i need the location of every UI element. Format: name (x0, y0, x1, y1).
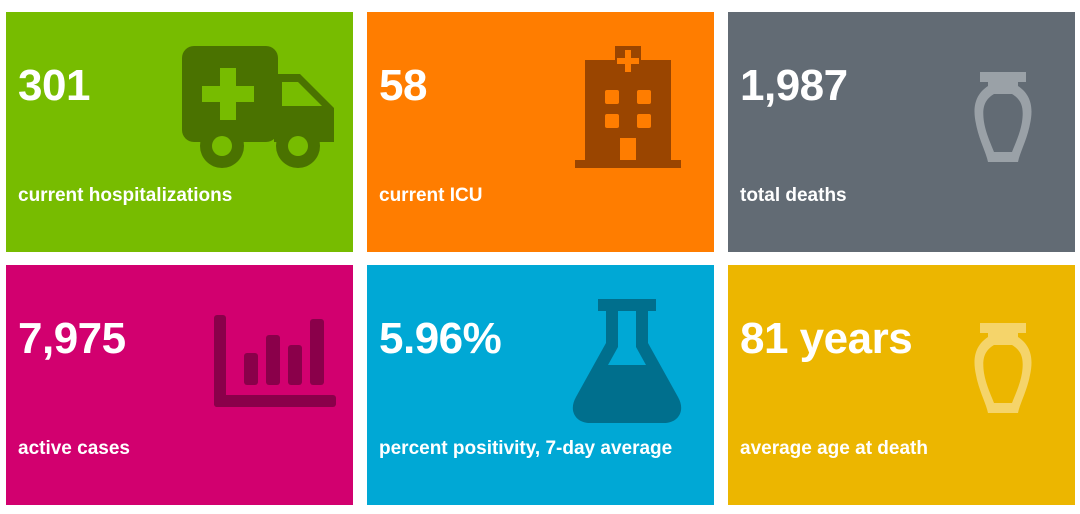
stat-value: 5.96% (379, 314, 502, 363)
stat-label: total deaths (740, 185, 847, 206)
flask-icon (572, 299, 682, 423)
stat-value: 1,987 (740, 61, 848, 110)
tile-total-deaths: 1,987 total deaths (728, 12, 1075, 252)
stat-value: 7,975 (18, 314, 126, 363)
stat-value: 58 (379, 61, 427, 110)
stat-label: current hospitalizations (18, 185, 233, 206)
tile-active-cases: 7,975 active cases (6, 265, 353, 505)
bar-chart-icon (214, 315, 336, 407)
hospital-icon (575, 46, 681, 170)
ambulance-icon (182, 46, 334, 168)
stat-label: current ICU (379, 185, 483, 206)
tile-percent-positivity: 5.96% percent positivity, 7-day average (367, 265, 714, 505)
stat-label: percent positivity, 7-day average (379, 438, 673, 459)
stat-label: average age at death (740, 438, 928, 459)
tile-current-hospitalizations: 301 current hospitalizations (6, 12, 353, 252)
urn-icon (972, 323, 1034, 413)
stat-value: 301 (18, 61, 90, 110)
tile-current-icu: 58 current ICU (367, 12, 714, 252)
tile-average-age-at-death: 81 years average age at death (728, 265, 1075, 505)
urn-icon (972, 72, 1034, 162)
stat-value: 81 years (740, 314, 913, 363)
stat-label: active cases (18, 438, 130, 459)
